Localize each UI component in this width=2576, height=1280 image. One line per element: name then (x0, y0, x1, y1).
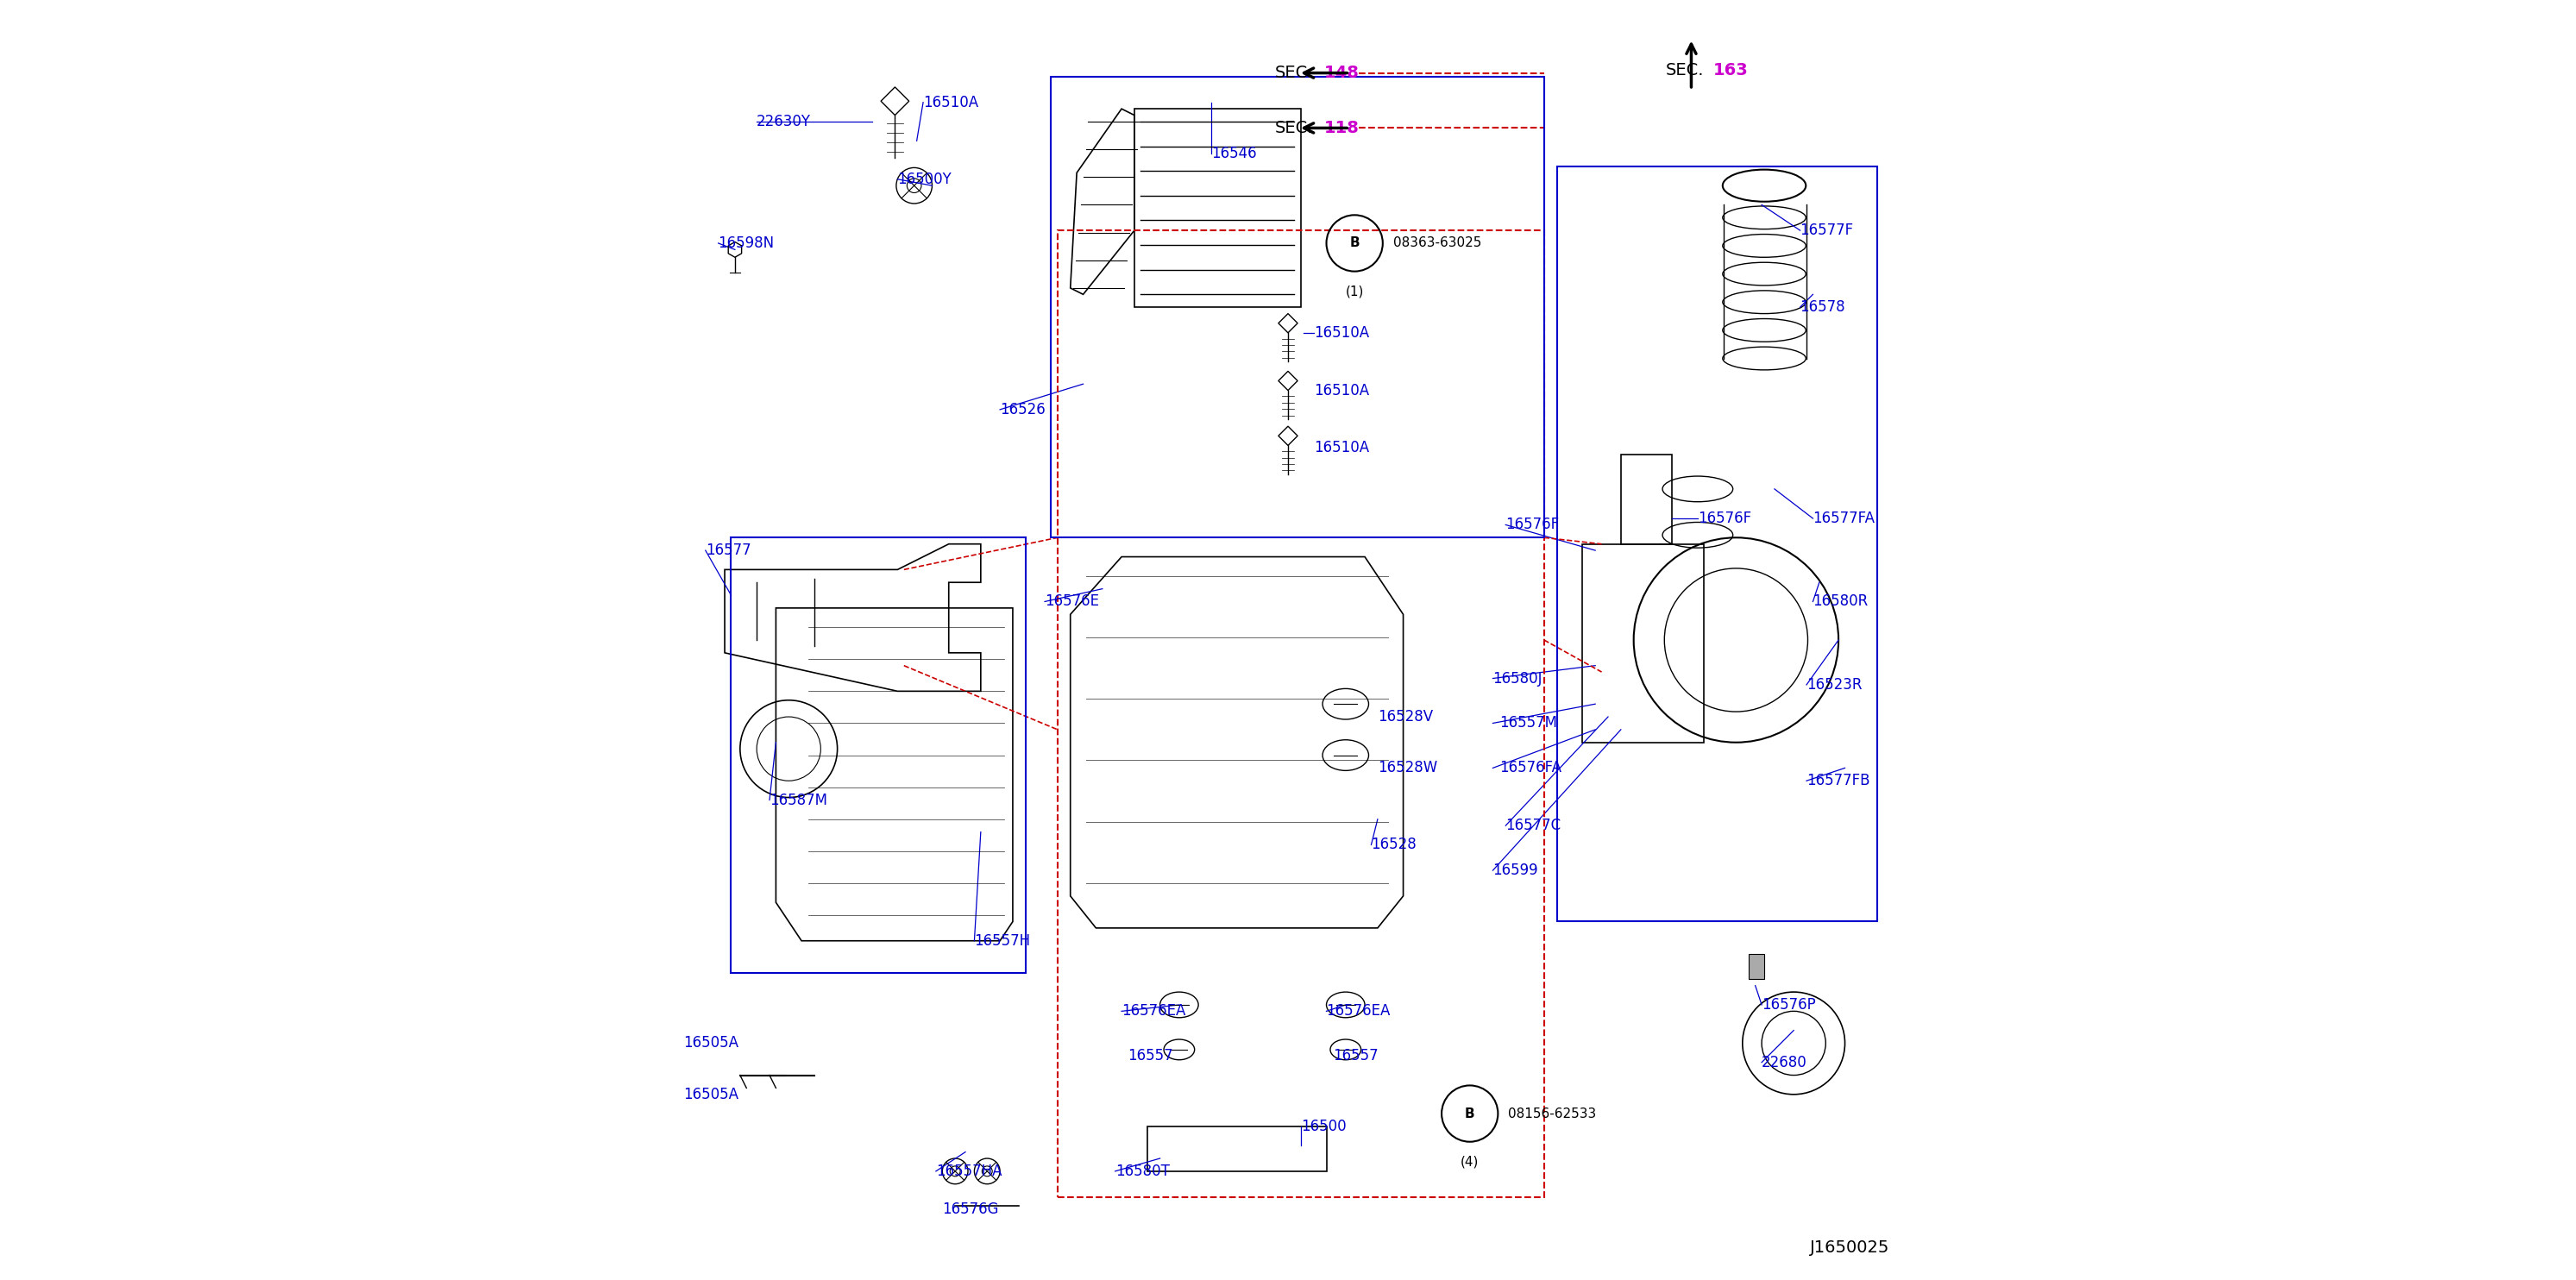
Text: J1650025: J1650025 (1811, 1240, 1891, 1256)
Text: 16576EA: 16576EA (1121, 1004, 1185, 1019)
Text: 16577FA: 16577FA (1814, 511, 1875, 526)
Text: 16557H: 16557H (974, 933, 1030, 948)
Text: (1): (1) (1345, 285, 1363, 298)
Text: 16510A: 16510A (1314, 383, 1368, 398)
Text: 16577FB: 16577FB (1806, 773, 1870, 788)
Text: (4): (4) (1461, 1156, 1479, 1169)
Text: SEC.: SEC. (1275, 120, 1314, 136)
Bar (1620, 454, 1672, 544)
Text: 16599: 16599 (1494, 863, 1538, 878)
Text: 08156-62533: 08156-62533 (1507, 1107, 1597, 1120)
Text: 16546: 16546 (1211, 146, 1257, 161)
Text: 22680: 22680 (1762, 1055, 1808, 1070)
Text: 16557: 16557 (1128, 1048, 1175, 1064)
Text: 16510A: 16510A (922, 95, 979, 110)
Text: 16578: 16578 (1801, 300, 1844, 315)
Text: SEC.: SEC. (1275, 65, 1314, 81)
Bar (1556, 166, 1878, 922)
Text: 16557: 16557 (1332, 1048, 1378, 1064)
Bar (1146, 1126, 1327, 1171)
Text: 16523R: 16523R (1806, 677, 1862, 692)
Text: 16557HA: 16557HA (935, 1164, 1002, 1179)
Text: 16528V: 16528V (1378, 709, 1432, 724)
Text: SEC.: SEC. (1667, 63, 1705, 78)
Bar (1749, 954, 1765, 979)
Text: 16577C: 16577C (1504, 818, 1561, 833)
Text: 16580J: 16580J (1494, 671, 1543, 686)
Text: 16576P: 16576P (1762, 997, 1816, 1012)
Text: 08363-63025: 08363-63025 (1394, 237, 1481, 250)
Text: 118: 118 (1324, 120, 1360, 136)
Text: 16598N: 16598N (719, 236, 775, 251)
Text: 16510A: 16510A (1314, 440, 1368, 456)
Text: 16510A: 16510A (1314, 325, 1368, 340)
Text: 16576F: 16576F (1698, 511, 1752, 526)
Text: 16528W: 16528W (1378, 760, 1437, 776)
Text: 16577F: 16577F (1801, 223, 1855, 238)
Text: 16500: 16500 (1301, 1119, 1347, 1134)
Text: 16557M: 16557M (1499, 716, 1556, 731)
Bar (1051, 77, 1543, 538)
Text: 16500Y: 16500Y (896, 172, 951, 187)
Text: 16576E: 16576E (1046, 594, 1100, 609)
Text: 16576F: 16576F (1504, 517, 1558, 532)
Text: 16577: 16577 (706, 543, 750, 558)
Text: 22630Y: 22630Y (757, 114, 811, 129)
Bar (1133, 109, 1301, 307)
Bar (1059, 230, 1543, 1197)
Text: 148: 148 (1324, 65, 1360, 81)
Text: 16505A: 16505A (683, 1087, 739, 1102)
Text: 163: 163 (1713, 63, 1749, 78)
Text: B: B (1466, 1107, 1476, 1120)
Text: 16576EA: 16576EA (1327, 1004, 1391, 1019)
Text: 16576G: 16576G (943, 1202, 999, 1217)
Text: 16587M: 16587M (770, 792, 827, 808)
Bar (1582, 544, 1705, 742)
Text: 16526: 16526 (999, 402, 1046, 417)
Text: 16580R: 16580R (1814, 594, 1868, 609)
Text: 16580T: 16580T (1115, 1164, 1170, 1179)
Text: 16505A: 16505A (683, 1036, 739, 1051)
Bar (732, 538, 1025, 973)
Text: 16576FA: 16576FA (1499, 760, 1561, 776)
Text: 16528: 16528 (1370, 837, 1417, 852)
Text: B: B (1350, 237, 1360, 250)
